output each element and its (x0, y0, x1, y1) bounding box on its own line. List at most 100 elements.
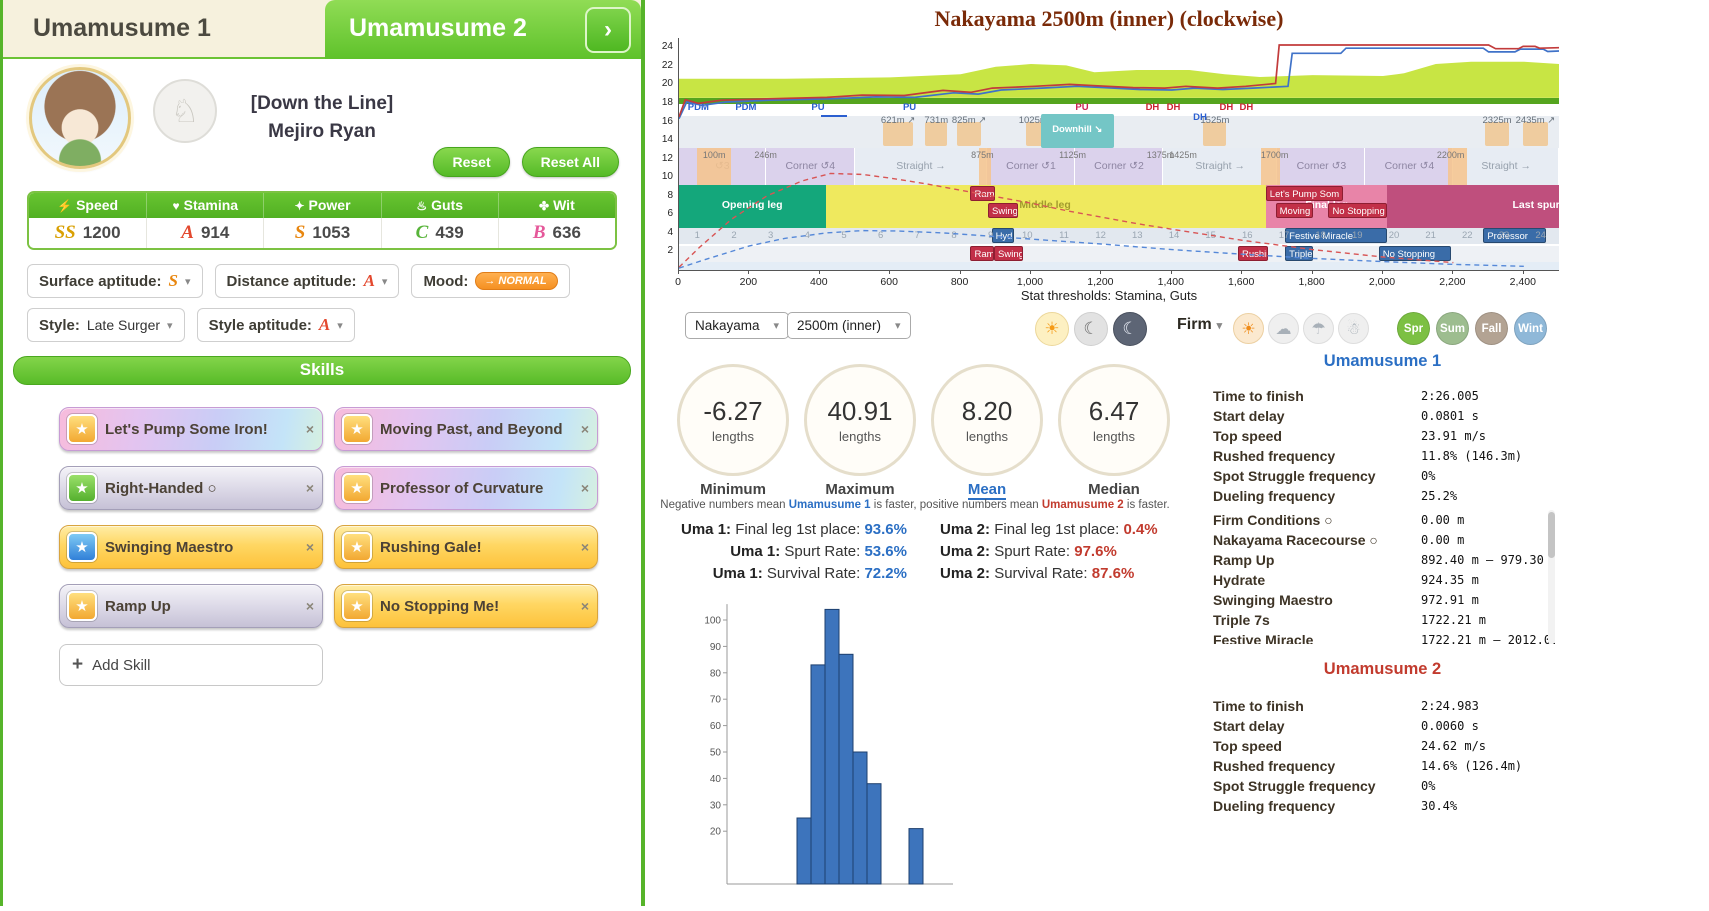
distance-aptitude-label: Distance aptitude: (226, 272, 357, 290)
style-aptitude-label: Style aptitude: (208, 316, 312, 334)
skill-chip[interactable]: ★ Rushing Gale! × (334, 525, 598, 569)
skill-name: Ramp Up (105, 597, 171, 615)
stats-header-row: ⚡ Speed ♥ Stamina ✦ Power ♨ Guts ✤ Wit (29, 193, 615, 218)
style-aptitude-select[interactable]: Style aptitude: A ▾ (196, 308, 355, 342)
character-header: ♘ [Down the Line] Mejiro Ryan Reset Rese… (3, 59, 641, 187)
stat-row: Swinging Maestro 972.91 m (1213, 592, 1479, 608)
skill-name: No Stopping Me! (380, 597, 500, 615)
surface-aptitude-label: Surface aptitude: (39, 272, 162, 290)
skill-chip[interactable]: ★ Swinging Maestro × (59, 525, 323, 569)
svg-text:80: 80 (710, 668, 722, 679)
summary-metric-mean[interactable]: Mean (967, 481, 1007, 500)
skill-chip[interactable]: ★ No Stopping Me! × (334, 584, 598, 628)
tab-umamusume-1[interactable]: Umamusume 1 (33, 14, 211, 42)
stats-value-row: SS 1200 A 914 S 1053 C 439 B 636 (29, 218, 615, 248)
remove-skill-icon[interactable]: × (580, 539, 589, 555)
race-chart-y-axis: 2 4 6 8 10 12 14 16 18 20 22 24 (661, 41, 673, 257)
weather-snowy-button[interactable]: ☃ (1338, 313, 1369, 344)
remove-skill-icon[interactable]: × (305, 421, 314, 437)
summary-metric-minimum[interactable]: Minimum (700, 481, 766, 498)
style-select[interactable]: Style: Late Surger ▾ (27, 308, 185, 342)
svg-text:40: 40 (710, 774, 722, 785)
power-icon: ✦ (294, 199, 305, 213)
remove-skill-icon[interactable]: × (305, 598, 314, 614)
next-character-button[interactable]: › (585, 7, 631, 53)
rainy-icon: ☂ (1311, 320, 1326, 338)
season-sum-button[interactable]: Sum (1436, 312, 1469, 345)
character-avatar[interactable] (29, 67, 131, 169)
stat-row: Spot Struggle frequency 0% (1213, 468, 1436, 484)
uma1-results-header: Umamusume 1 (1323, 352, 1442, 370)
stat-speed-header: ⚡ Speed (57, 197, 119, 213)
remove-skill-icon[interactable]: × (305, 480, 314, 496)
summary-value-circle: 8.20 lengths (931, 364, 1043, 476)
scrollbar-thumb[interactable] (1548, 512, 1555, 558)
mood-select[interactable]: Mood: → NORMAL (411, 264, 570, 298)
track-select[interactable]: Nakayama ▾ (685, 312, 790, 339)
stat-value[interactable]: SS 1200 (54, 222, 121, 243)
skill-chip[interactable]: ★ Ramp Up × (59, 584, 323, 628)
results-histogram: 20 30 40 50 60 70 80 90 100 (685, 600, 955, 906)
distance-select[interactable]: 2500m (inner) ▾ (787, 312, 911, 339)
time-night-button[interactable]: ☾ (1113, 312, 1147, 346)
tab-umamusume-2-label: Umamusume 2 (349, 14, 527, 42)
comparison-note: Negative numbers mean Umamusume 1 is fas… (645, 499, 1185, 511)
skill-icon: ★ (67, 414, 97, 444)
tab-umamusume-2[interactable]: Umamusume 2 › (325, 0, 641, 59)
summary-value: 6.47 (1088, 396, 1140, 426)
weather-sunny-button[interactable]: ☀ (1233, 313, 1264, 344)
weather-cloudy-button[interactable]: ☁ (1268, 313, 1299, 344)
stat-value[interactable]: C 439 (380, 218, 498, 248)
sunny-icon: ☀ (1241, 320, 1256, 338)
race-chart: 2 4 6 8 10 12 14 16 18 20 22 24 621m ↗ 731m 825m ↗ 102… (645, 34, 1573, 290)
stat-value[interactable]: S 1053 (263, 218, 380, 248)
uma1-skill-positions-list[interactable]: Firm Conditions ○ 0.00 m Nakayama Racecour… (1213, 510, 1555, 644)
grade-badge: A (181, 222, 194, 243)
uma2-rates: Uma 2: Final leg 1st place: 0.4% Uma 2: S… (940, 519, 1215, 585)
remove-skill-icon[interactable]: × (580, 421, 589, 437)
remove-skill-icon[interactable]: × (580, 598, 589, 614)
reset-all-button[interactable]: Reset All (521, 147, 619, 177)
season-fall-button[interactable]: Fall (1475, 312, 1508, 345)
chevron-down-icon: ▾ (185, 275, 191, 288)
stat-value[interactable]: B 636 (497, 218, 615, 248)
remove-skill-icon[interactable]: × (580, 480, 589, 496)
stat-row: Firm Conditions ○ 0.00 m (1213, 512, 1465, 528)
skill-icon: ★ (67, 591, 97, 621)
skill-icon: ★ (342, 591, 372, 621)
skill-chip[interactable]: ★ Right-Handed ○ × (59, 466, 323, 510)
reset-button[interactable]: Reset (433, 147, 510, 177)
time-overcast-button[interactable]: ☾ (1074, 312, 1108, 346)
season-wint-button[interactable]: Wint (1514, 312, 1547, 345)
svg-text:30: 30 (710, 800, 722, 811)
summary-metric-maximum[interactable]: Maximum (825, 481, 895, 498)
note-uma1: Umamusume 1 (788, 499, 871, 511)
skill-chip[interactable]: ★ Professor of Curvature × (334, 466, 598, 510)
svg-text:20: 20 (710, 827, 722, 838)
stat-row: Dueling frequency 30.4% (1213, 798, 1458, 814)
scrollbar-track[interactable] (1548, 510, 1555, 644)
stat-row: Top speed 24.62 m/s (1213, 738, 1487, 754)
style-value: Late Surger (86, 317, 161, 333)
add-skill-button[interactable]: + Add Skill (59, 644, 323, 686)
style-label: Style: (39, 316, 80, 334)
surface-aptitude-select[interactable]: Surface aptitude: S ▾ (27, 264, 203, 298)
summary-metric-median[interactable]: Median (1088, 481, 1140, 498)
skill-chip[interactable]: ★ Let's Pump Some Iron! × (59, 407, 323, 451)
season-spr-button[interactable]: Spr (1397, 312, 1430, 345)
skill-name: Right-Handed ○ (105, 479, 217, 497)
skill-chip[interactable]: ★ Moving Past, and Beyond × (334, 407, 598, 451)
time-day-button[interactable]: ☀ (1035, 312, 1069, 346)
stat-value[interactable]: A 914 (146, 218, 263, 248)
character-alt-button[interactable]: ♘ (153, 79, 217, 143)
distance-aptitude-select[interactable]: Distance aptitude: A ▾ (214, 264, 400, 298)
uma-tabs: Umamusume 1 Umamusume 2 › (3, 0, 641, 59)
skill-name: Rushing Gale! (380, 538, 482, 556)
ground-condition-select[interactable]: Firm ▾ (1177, 316, 1222, 334)
weather-rainy-button[interactable]: ☂ (1303, 313, 1334, 344)
remove-skill-icon[interactable]: × (305, 539, 314, 555)
skill-icon: ★ (67, 473, 97, 503)
summary-value: 8.20 (961, 396, 1013, 426)
